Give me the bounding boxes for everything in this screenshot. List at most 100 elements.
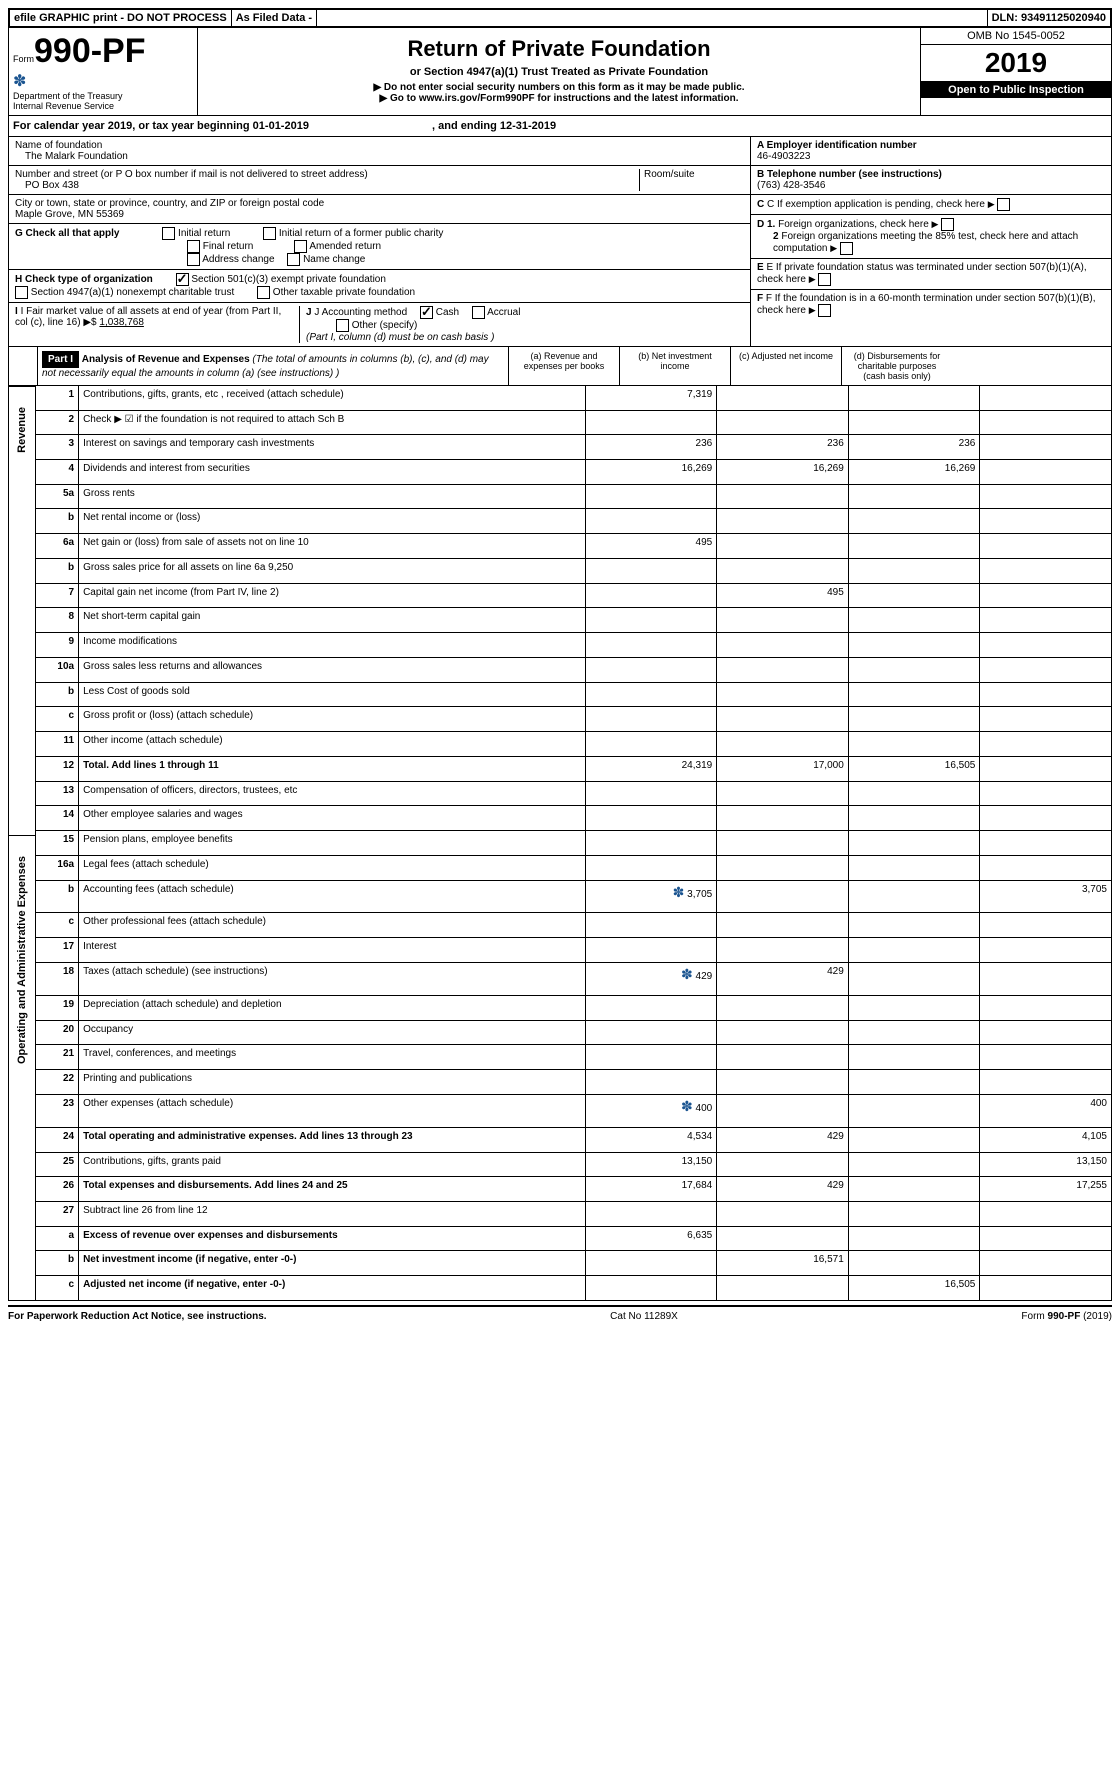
col-a-value — [585, 938, 717, 963]
col-a-value — [585, 1202, 717, 1227]
col-c-value — [848, 484, 980, 509]
col-a-value — [585, 995, 717, 1020]
cb-section-c[interactable] — [997, 198, 1010, 211]
table-row: 4Dividends and interest from securities1… — [36, 460, 1112, 485]
col-c-value — [848, 732, 980, 757]
row-number: 17 — [36, 938, 79, 963]
city-cell: City or town, state or province, country… — [9, 195, 750, 224]
col-a-value — [585, 608, 717, 633]
asfiled-label: As Filed Data - — [232, 10, 317, 26]
cb-cash[interactable] — [420, 306, 433, 319]
col-d-value — [980, 1276, 1112, 1301]
part1-label: Part I — [42, 351, 79, 368]
name-label: Name of foundation — [15, 140, 744, 151]
col-c-value — [848, 707, 980, 732]
part1-header-row: Part I Analysis of Revenue and Expenses … — [8, 347, 1112, 386]
cb-d1[interactable] — [941, 218, 954, 231]
col-c-value — [848, 1177, 980, 1202]
col-a-value: 236 — [585, 435, 717, 460]
tree-icon: ✽ — [13, 71, 193, 91]
col-c-header: (c) Adjusted net income — [730, 347, 841, 385]
col-c-value — [848, 410, 980, 435]
row-label: Other expenses (attach schedule) — [79, 1094, 586, 1127]
table-row: 26Total expenses and disbursements. Add … — [36, 1177, 1112, 1202]
col-a-value: ✽ 429 — [585, 962, 717, 995]
col-b-value — [717, 806, 849, 831]
col-b-value: 236 — [717, 435, 849, 460]
section-i: I I Fair market value of all assets at e… — [15, 306, 300, 343]
table-row: 3Interest on savings and temporary cash … — [36, 435, 1112, 460]
col-c-value — [848, 1094, 980, 1127]
col-c-value — [848, 583, 980, 608]
cb-d2[interactable] — [840, 242, 853, 255]
table-row: 12Total. Add lines 1 through 1124,31917,… — [36, 756, 1112, 781]
col-a-header: (a) Revenue and expenses per books — [508, 347, 619, 385]
row-number: c — [36, 1276, 79, 1301]
row-label: Taxes (attach schedule) (see instruction… — [79, 962, 586, 995]
row-label: Total. Add lines 1 through 11 — [79, 756, 586, 781]
col-b-value — [717, 509, 849, 534]
col-a-value: 24,319 — [585, 756, 717, 781]
cb-initial-former[interactable] — [263, 227, 276, 240]
col-b-value — [717, 1070, 849, 1095]
cb-section-e[interactable] — [818, 273, 831, 286]
topbar-spacer — [317, 10, 988, 26]
col-b-value: 429 — [717, 1177, 849, 1202]
row-label: Travel, conferences, and meetings — [79, 1045, 586, 1070]
row-number: c — [36, 913, 79, 938]
col-d-value — [980, 707, 1112, 732]
h-label: H Check type of organization — [15, 274, 153, 285]
table-row: 5aGross rents — [36, 484, 1112, 509]
foundation-name-cell: Name of foundation The Malark Foundation — [9, 137, 750, 166]
col-b-value — [717, 534, 849, 559]
section-ij: I I Fair market value of all assets at e… — [9, 303, 750, 346]
col-a-value — [585, 410, 717, 435]
col-b-value — [717, 781, 849, 806]
col-c-value — [848, 1127, 980, 1152]
col-b-value — [717, 995, 849, 1020]
page-footer: For Paperwork Reduction Act Notice, see … — [8, 1305, 1112, 1322]
row-number: 24 — [36, 1127, 79, 1152]
row-number: b — [36, 558, 79, 583]
row-number: 2 — [36, 410, 79, 435]
row-number: 9 — [36, 633, 79, 658]
col-a-value — [585, 1276, 717, 1301]
info-left-column: Name of foundation The Malark Foundation… — [9, 137, 750, 346]
col-d-value: 13,150 — [980, 1152, 1112, 1177]
cb-4947[interactable] — [15, 286, 28, 299]
cb-other-taxable[interactable] — [257, 286, 270, 299]
col-b-value — [717, 608, 849, 633]
col-d-value — [980, 756, 1112, 781]
col-d-value — [980, 831, 1112, 856]
section-a: A Employer identification number 46-4903… — [751, 137, 1111, 166]
col-d-value: 400 — [980, 1094, 1112, 1127]
col-a-value — [585, 657, 717, 682]
col-d-value — [980, 938, 1112, 963]
cb-section-f[interactable] — [818, 304, 831, 317]
cb-address-change[interactable] — [187, 253, 200, 266]
cb-501c3[interactable] — [176, 273, 189, 286]
table-row: 15Pension plans, employee benefits — [36, 831, 1112, 856]
col-a-value — [585, 484, 717, 509]
cb-accrual[interactable] — [472, 306, 485, 319]
col-c-value — [848, 1226, 980, 1251]
col-d-value — [980, 1226, 1112, 1251]
cb-initial-return[interactable] — [162, 227, 175, 240]
cb-name-change[interactable] — [287, 253, 300, 266]
col-a-value — [585, 1251, 717, 1276]
cb-final-return[interactable] — [187, 240, 200, 253]
col-d-value: 4,105 — [980, 1127, 1112, 1152]
form-header: Form990-PF ✽ Department of the Treasury … — [8, 28, 1112, 116]
row-label: Capital gain net income (from Part IV, l… — [79, 583, 586, 608]
table-row: 21Travel, conferences, and meetings — [36, 1045, 1112, 1070]
warning-1: ▶ Do not enter social security numbers o… — [202, 82, 916, 93]
cb-other-method[interactable] — [336, 319, 349, 332]
col-a-value: 13,150 — [585, 1152, 717, 1177]
table-row: 13Compensation of officers, directors, t… — [36, 781, 1112, 806]
col-d-value — [980, 633, 1112, 658]
col-b-value — [717, 386, 849, 410]
col-d-value — [980, 410, 1112, 435]
cb-amended[interactable] — [294, 240, 307, 253]
fmv-value: 1,038,768 — [99, 317, 144, 328]
col-a-value — [585, 913, 717, 938]
